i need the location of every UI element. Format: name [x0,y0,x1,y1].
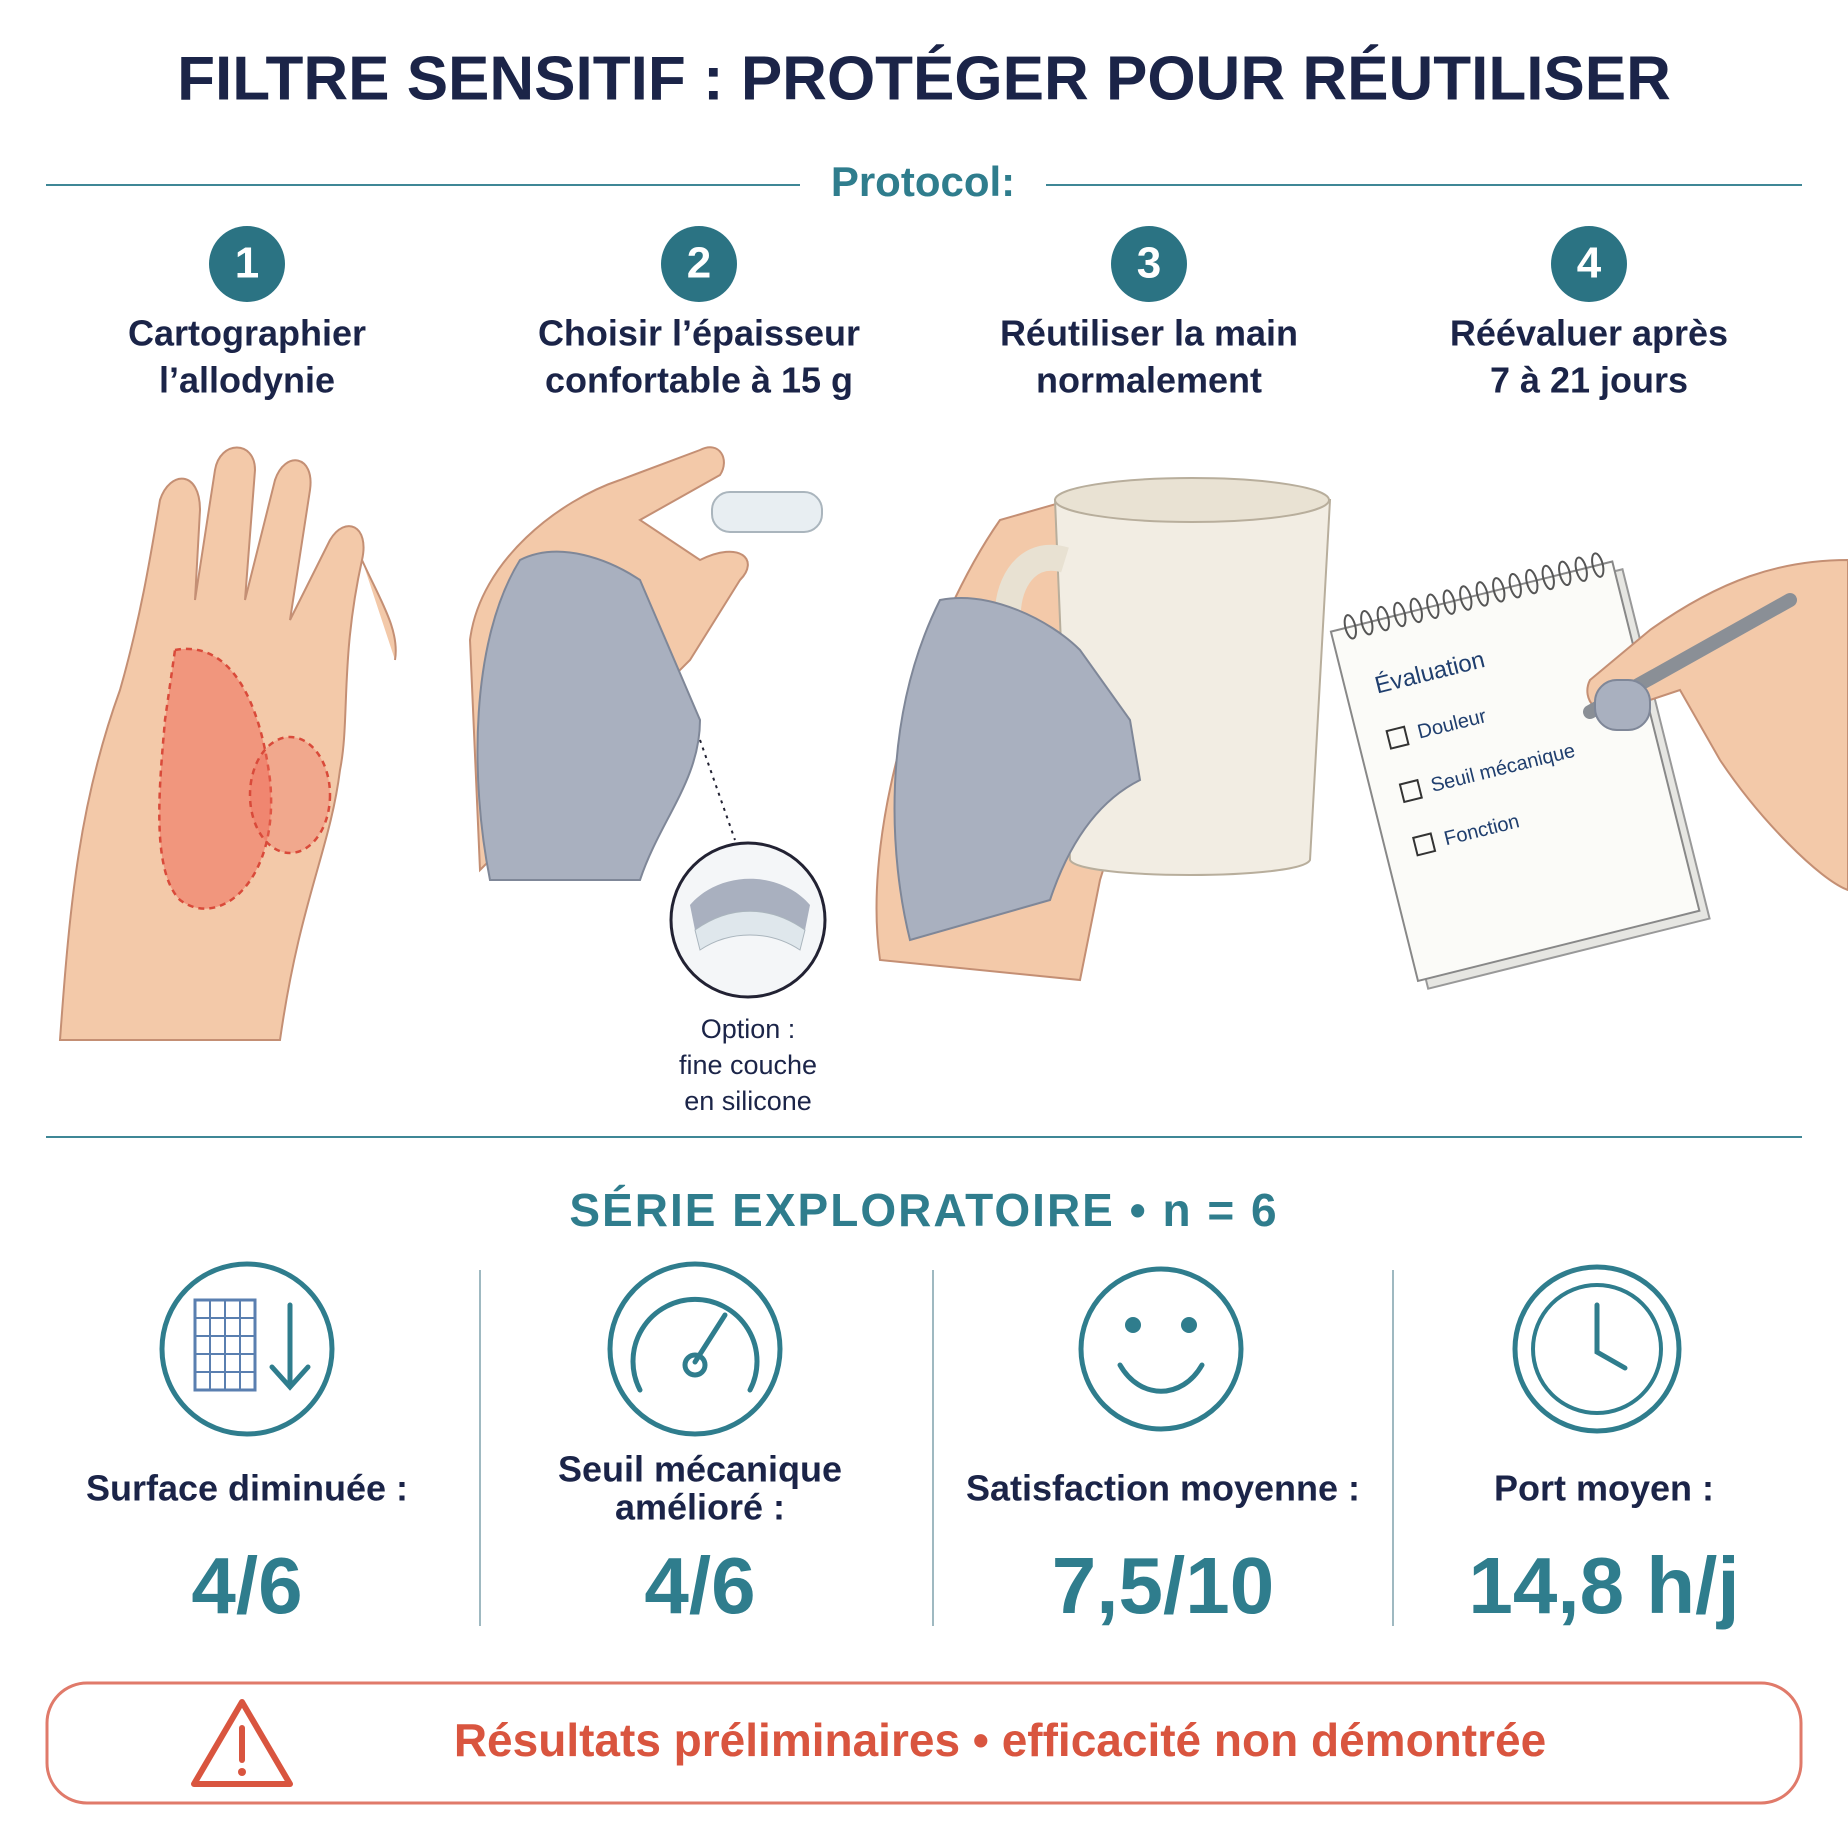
illustration-mug [875,477,1332,982]
stat-dividers [479,1270,1394,1626]
step-label: normalement [1036,360,1262,401]
stat-label: Seuil mécanique [558,1449,842,1490]
spiral-ring [1343,614,1357,640]
stat-value: 14,8 h/j [1468,1541,1739,1630]
protocol-label: Protocol: [831,158,1015,205]
checkbox [1385,725,1410,750]
step-label: l’allodynie [159,360,335,401]
step-label: Réévaluer après [1450,313,1728,354]
spiral-ring [1393,601,1407,628]
step-badge [1111,226,1187,302]
step-badge [1551,226,1627,302]
illustration-hand-allodynia [58,446,397,1041]
warning-icon [191,1699,293,1787]
spiral-ring [1574,556,1588,582]
spiral-ring [1376,605,1390,632]
steps: 1 Cartographier l’allodynie 2 Choisir l’épai… [128,226,1728,401]
spiral-ring [1525,568,1539,595]
step-label: Choisir l’épaisseur [538,313,860,354]
warning-text: Résultats préliminaires • efficacité non… [454,1714,1546,1766]
option-caption: Option : fine couche en silicone [679,1014,817,1116]
step-number: 4 [1577,239,1602,288]
spiral-ring [1442,589,1456,615]
step-badge [661,226,737,302]
spiral-ring [1409,597,1423,624]
stat-label: amélioré : [615,1487,785,1528]
spiral-ring [1426,593,1440,619]
step-number: 1 [235,239,259,288]
step-label: Réutiliser la main [1000,313,1298,354]
checkbox [1412,832,1437,857]
checkbox [1398,778,1423,804]
step-label: confortable à 15 g [545,360,853,401]
spiral-ring [1360,609,1374,636]
stat-value: 4/6 [191,1541,302,1630]
spiral-ring [1558,560,1572,587]
stats: Surface diminuée : 4/6 Seuil mécaniqueamél… [86,1449,1740,1631]
caption-line: en silicone [684,1086,812,1116]
stat-label: Satisfaction moyenne : [966,1468,1360,1509]
spiral-ring [1459,585,1473,611]
icon-smiley [1078,1266,1244,1432]
icon-gauge [607,1261,783,1437]
spiral-ring [1508,572,1522,599]
step-label: 7 à 21 jours [1490,360,1688,401]
caption-line: Option : [701,1014,796,1044]
series-heading: SÉRIE EXPLORATOIRE • n = 6 [569,1184,1278,1236]
stat-value: 4/6 [644,1541,755,1630]
spiral-ring [1475,581,1489,607]
illustration-glove-choice [468,446,827,999]
spiral-ring [1541,564,1555,591]
icon-clock [1512,1264,1682,1434]
step-number: 3 [1137,239,1161,288]
caption-line: fine couche [679,1050,817,1080]
spiral-ring [1492,577,1506,603]
illustration-writing-hand [1583,558,1848,892]
step-label: Cartographier [128,313,366,354]
title: FILTRE SENSITIF : PROTÉGER POUR RÉUTILIS… [177,44,1671,113]
spiral-ring [1591,552,1605,578]
warning-box [45,1681,1803,1805]
stat-label: Surface diminuée : [86,1468,408,1509]
icon-surface [159,1261,335,1437]
stat-value: 7,5/10 [1052,1541,1274,1630]
step-badge [209,226,285,302]
step-number: 2 [687,239,711,288]
stat-label: Port moyen : [1494,1468,1714,1509]
